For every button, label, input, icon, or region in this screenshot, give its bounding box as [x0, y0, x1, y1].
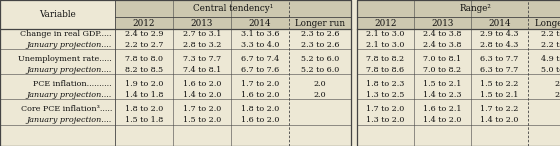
Text: 1.3 to 2.0: 1.3 to 2.0 — [366, 116, 405, 124]
Text: 2.1 to 3.0: 2.1 to 3.0 — [366, 30, 405, 38]
Text: 1.6 to 2.0: 1.6 to 2.0 — [241, 116, 279, 124]
Text: 1.7 to 2.2: 1.7 to 2.2 — [480, 105, 519, 113]
Text: 2.4 to 3.8: 2.4 to 3.8 — [423, 30, 461, 38]
Text: 1.8 to 2.0: 1.8 to 2.0 — [125, 105, 163, 113]
Text: 2.2 to 2.7: 2.2 to 2.7 — [125, 41, 163, 49]
Text: Longer run: Longer run — [535, 19, 560, 27]
Text: 7.0 to 8.1: 7.0 to 8.1 — [423, 55, 461, 63]
Bar — [357, 0, 560, 17]
Text: 5.2 to 6.0: 5.2 to 6.0 — [301, 66, 339, 74]
Text: 7.8 to 8.2: 7.8 to 8.2 — [366, 55, 404, 63]
Bar — [351, 0, 357, 146]
Text: Core PCE inflation³.....: Core PCE inflation³..... — [21, 105, 112, 113]
Text: 1.6 to 2.0: 1.6 to 2.0 — [241, 91, 279, 99]
Text: 1.7 to 2.0: 1.7 to 2.0 — [366, 105, 405, 113]
Text: 6.3 to 7.7: 6.3 to 7.7 — [480, 66, 519, 74]
Text: 2.4 to 3.8: 2.4 to 3.8 — [423, 41, 461, 49]
Text: 3.1 to 3.6: 3.1 to 3.6 — [241, 30, 279, 38]
Text: January projection....: January projection.... — [27, 66, 112, 74]
Text: 1.7 to 2.0: 1.7 to 2.0 — [183, 105, 221, 113]
Text: 2.7 to 3.1: 2.7 to 3.1 — [183, 30, 221, 38]
Text: 1.7 to 2.0: 1.7 to 2.0 — [241, 80, 279, 88]
Text: January projection....: January projection.... — [27, 91, 112, 99]
Text: 2.8 to 4.3: 2.8 to 4.3 — [480, 41, 519, 49]
Text: Central tendency¹: Central tendency¹ — [193, 4, 273, 13]
Text: PCE inflation..........: PCE inflation.......... — [34, 80, 112, 88]
Text: 1.9 to 2.0: 1.9 to 2.0 — [125, 80, 163, 88]
Bar — [115, 17, 351, 29]
Text: 7.8 to 8.6: 7.8 to 8.6 — [366, 66, 404, 74]
Text: 2.1 to 3.0: 2.1 to 3.0 — [366, 41, 405, 49]
Text: 2014: 2014 — [249, 19, 271, 27]
Text: 1.6 to 2.0: 1.6 to 2.0 — [183, 80, 221, 88]
Text: 1.5 to 2.2: 1.5 to 2.2 — [480, 80, 519, 88]
Text: 2.0: 2.0 — [554, 80, 560, 88]
Text: 2.0: 2.0 — [314, 80, 326, 88]
Text: Unemployment rate.....: Unemployment rate..... — [18, 55, 112, 63]
Text: Change in real GDP.....: Change in real GDP..... — [21, 30, 112, 38]
Text: January projection....: January projection.... — [27, 116, 112, 124]
Text: 4.9 to 6.0: 4.9 to 6.0 — [542, 55, 560, 63]
Text: 6.3 to 7.7: 6.3 to 7.7 — [480, 55, 519, 63]
Text: 1.4 to 2.0: 1.4 to 2.0 — [183, 91, 221, 99]
Text: 1.4 to 2.0: 1.4 to 2.0 — [423, 116, 461, 124]
Text: Range²: Range² — [459, 4, 491, 13]
Text: 2.2 to 3.0: 2.2 to 3.0 — [542, 41, 560, 49]
Text: 2.9 to 4.3: 2.9 to 4.3 — [480, 30, 519, 38]
Text: 1.5 to 1.8: 1.5 to 1.8 — [125, 116, 163, 124]
Text: Variable: Variable — [39, 10, 76, 19]
Text: 2014: 2014 — [488, 19, 511, 27]
Bar — [357, 17, 560, 29]
Text: 7.3 to 7.7: 7.3 to 7.7 — [183, 55, 221, 63]
Text: 3.3 to 4.0: 3.3 to 4.0 — [241, 41, 279, 49]
Text: 2.3 to 2.6: 2.3 to 2.6 — [301, 41, 339, 49]
Bar — [115, 0, 351, 17]
Text: 1.5 to 2.1: 1.5 to 2.1 — [423, 80, 461, 88]
Text: 6.7 to 7.4: 6.7 to 7.4 — [241, 55, 279, 63]
Text: 1.4 to 2.3: 1.4 to 2.3 — [423, 91, 462, 99]
Text: 1.5 to 2.0: 1.5 to 2.0 — [183, 116, 221, 124]
Bar — [0, 0, 115, 146]
Text: 1.3 to 2.5: 1.3 to 2.5 — [366, 91, 405, 99]
Text: 1.6 to 2.1: 1.6 to 2.1 — [423, 105, 462, 113]
Text: 5.2 to 6.0: 5.2 to 6.0 — [301, 55, 339, 63]
Text: 2012: 2012 — [133, 19, 155, 27]
Text: 2.2 to 3.0: 2.2 to 3.0 — [542, 30, 560, 38]
Text: 2.4 to 2.9: 2.4 to 2.9 — [125, 30, 164, 38]
Text: 1.4 to 1.8: 1.4 to 1.8 — [125, 91, 163, 99]
Text: 2.3 to 2.6: 2.3 to 2.6 — [301, 30, 339, 38]
Text: 6.7 to 7.6: 6.7 to 7.6 — [241, 66, 279, 74]
Text: 5.0 to 6.0: 5.0 to 6.0 — [542, 66, 560, 74]
Text: January projection....: January projection.... — [27, 41, 112, 49]
Text: 1.4 to 2.0: 1.4 to 2.0 — [480, 116, 519, 124]
Text: 2.0: 2.0 — [554, 91, 560, 99]
Text: 2.8 to 3.2: 2.8 to 3.2 — [183, 41, 221, 49]
Text: 2012: 2012 — [374, 19, 396, 27]
Text: 7.0 to 8.2: 7.0 to 8.2 — [423, 66, 461, 74]
Text: 1.8 to 2.0: 1.8 to 2.0 — [241, 105, 279, 113]
Text: 8.2 to 8.5: 8.2 to 8.5 — [125, 66, 163, 74]
Text: 1.5 to 2.1: 1.5 to 2.1 — [480, 91, 519, 99]
Text: 2013: 2013 — [191, 19, 213, 27]
Text: Longer run: Longer run — [295, 19, 345, 27]
Text: 7.8 to 8.0: 7.8 to 8.0 — [125, 55, 163, 63]
Text: 7.4 to 8.1: 7.4 to 8.1 — [183, 66, 221, 74]
Text: 1.8 to 2.3: 1.8 to 2.3 — [366, 80, 405, 88]
Text: 2.0: 2.0 — [314, 91, 326, 99]
Text: 2013: 2013 — [431, 19, 454, 27]
